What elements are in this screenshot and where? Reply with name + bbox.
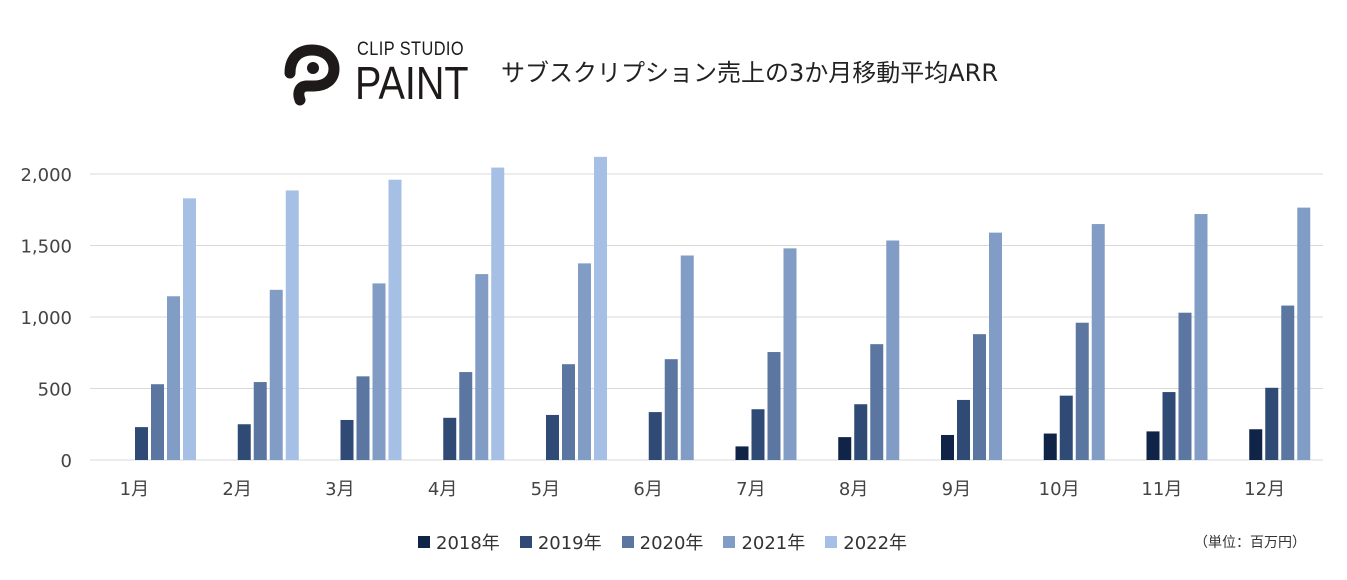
bar — [886, 240, 900, 460]
bar — [989, 232, 1002, 460]
y-tick-label: 0 — [61, 451, 72, 472]
bars — [135, 156, 1311, 460]
bar — [854, 404, 868, 460]
legend-item: 2022年 — [825, 529, 907, 555]
bar — [1043, 433, 1057, 460]
bar — [680, 255, 694, 460]
x-tick-label: 3月 — [325, 479, 354, 500]
bar — [183, 198, 196, 460]
x-tick-label: 1月 — [120, 479, 149, 500]
bar — [135, 427, 148, 460]
bar — [838, 437, 852, 460]
bar — [253, 382, 267, 460]
bar — [1146, 431, 1160, 460]
bar — [664, 359, 678, 460]
legend-item: 2021年 — [723, 529, 805, 555]
bar — [1075, 322, 1089, 460]
bar — [973, 334, 986, 460]
legend-label: 2019年 — [537, 533, 602, 554]
bar — [767, 352, 781, 460]
bar — [870, 344, 884, 460]
bar — [167, 296, 180, 460]
x-tick-label: 6月 — [633, 479, 662, 500]
bar — [648, 412, 662, 460]
logo-brand-line2: PAINT — [355, 57, 469, 109]
clip-studio-paint-logo-icon — [284, 44, 340, 106]
bar — [1059, 395, 1073, 460]
bar — [751, 409, 765, 460]
legend-swatch — [519, 536, 532, 548]
bar — [340, 419, 354, 460]
x-tick-label: 7月 — [736, 479, 765, 500]
x-tick-label: 4月 — [428, 479, 457, 500]
legend-swatch — [621, 536, 634, 548]
chart-legend: 2018年 2019年 2020年 2021年 2022年 — [418, 530, 927, 554]
x-tick-label: 11月 — [1141, 479, 1182, 500]
legend-item: 2020年 — [621, 529, 704, 555]
bar — [594, 156, 607, 460]
bar — [941, 434, 954, 460]
bar — [546, 414, 559, 460]
bar — [356, 376, 370, 460]
unit-note: （単位：百万円） — [1194, 535, 1306, 551]
legend-swatch — [418, 536, 430, 548]
chart-title: サブスクリプション売上の3か月移動平均ARR — [501, 59, 999, 87]
bar — [1249, 429, 1263, 460]
x-tick-label: 2月 — [222, 479, 251, 500]
bar — [1281, 305, 1295, 460]
bar — [1178, 312, 1192, 460]
bar — [1194, 214, 1208, 460]
bar — [443, 417, 457, 460]
bar — [1265, 387, 1279, 460]
y-tick-label: 1,500 — [20, 237, 72, 258]
bar — [388, 179, 402, 460]
legend-swatch — [825, 536, 838, 548]
bar — [578, 263, 591, 460]
x-axis-tick-labels: 1月 2月 3月 4月 5月 6月 7月 8月 9月 10月 11月 12月 — [120, 479, 1285, 500]
legend-swatch — [723, 536, 736, 548]
bar — [269, 289, 283, 460]
bar — [475, 274, 489, 460]
bar — [285, 190, 299, 460]
y-axis-tick-labels: 0 500 1,000 1,500 2,000 — [20, 165, 72, 472]
legend-label: 2022年 — [843, 533, 908, 554]
x-tick-label: 5月 — [531, 479, 560, 500]
bar — [1091, 224, 1105, 460]
bar — [372, 283, 386, 460]
bar — [957, 399, 970, 460]
bar — [151, 384, 164, 460]
bar — [1297, 207, 1311, 460]
y-tick-label: 2,000 — [20, 165, 72, 186]
x-tick-label: 8月 — [839, 479, 868, 500]
x-tick-label: 12月 — [1244, 479, 1285, 500]
legend-label: 2020年 — [639, 533, 704, 554]
y-tick-label: 1,000 — [20, 308, 72, 329]
logo-brand-line1: CLIP STUDIO — [357, 39, 465, 60]
x-tick-label: 10月 — [1039, 479, 1080, 500]
bar — [237, 424, 251, 460]
legend-item: 2018年 — [418, 529, 500, 555]
legend-label: 2021年 — [741, 533, 806, 554]
x-tick-label: 9月 — [942, 479, 971, 500]
bar — [1162, 392, 1176, 460]
legend-item: 2019年 — [519, 529, 602, 555]
y-tick-label: 500 — [38, 380, 72, 401]
bar — [459, 372, 473, 460]
bar — [491, 167, 505, 460]
legend-label: 2018年 — [436, 533, 500, 554]
chart-header: CLIP STUDIO PAINT サブスクリプション売上の3か月移動平均ARR — [0, 0, 1347, 120]
bar — [562, 364, 575, 460]
bar — [783, 248, 797, 460]
bar — [735, 446, 749, 460]
